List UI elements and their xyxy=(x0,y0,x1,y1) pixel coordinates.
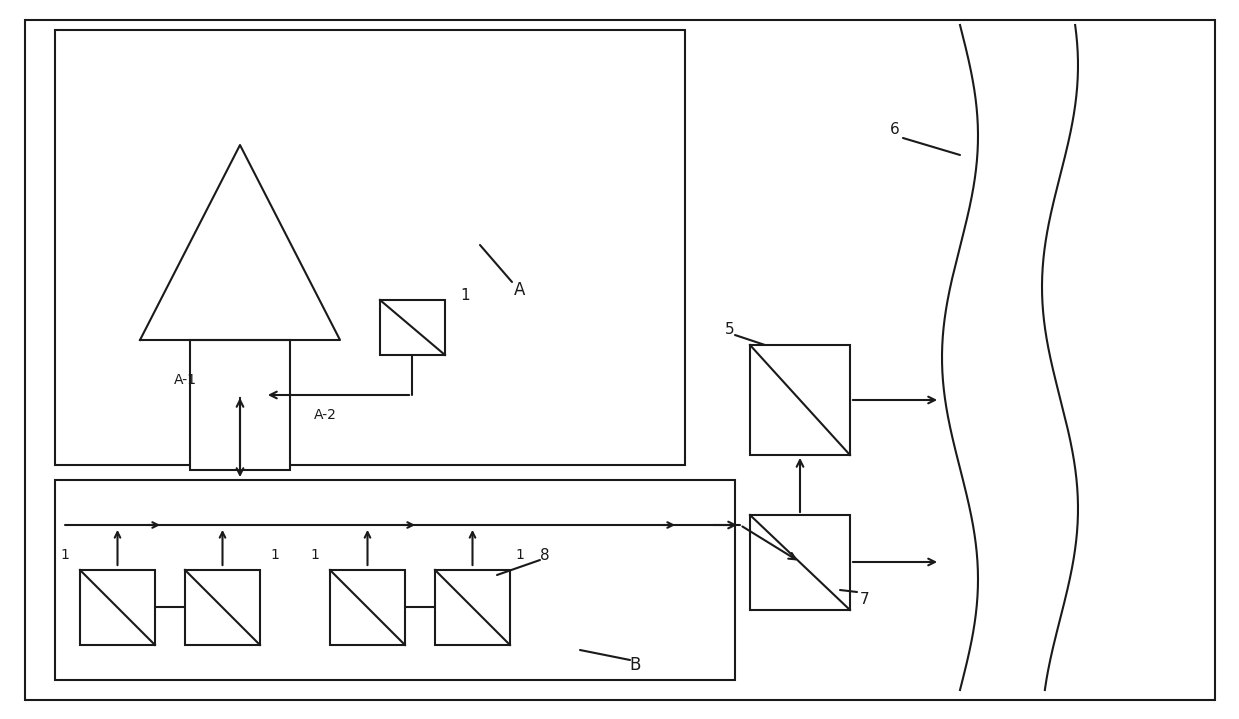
Text: A-2: A-2 xyxy=(313,408,337,422)
Bar xyxy=(330,570,405,645)
Bar xyxy=(380,300,445,355)
Text: 1: 1 xyxy=(270,548,280,562)
Text: 6: 6 xyxy=(890,122,900,137)
Text: 5: 5 xyxy=(725,323,735,337)
Text: A: A xyxy=(514,281,525,299)
Text: A-1: A-1 xyxy=(173,373,197,387)
Bar xyxy=(55,480,735,680)
Bar xyxy=(190,340,290,470)
Bar xyxy=(81,570,155,645)
Text: 1: 1 xyxy=(460,288,470,303)
Text: 1: 1 xyxy=(311,548,320,562)
Text: 1: 1 xyxy=(515,548,524,562)
Bar xyxy=(750,515,850,610)
Text: 1: 1 xyxy=(61,548,69,562)
Bar xyxy=(55,30,685,465)
Text: B: B xyxy=(629,656,641,674)
Bar xyxy=(185,570,260,645)
Text: 7: 7 xyxy=(860,592,870,608)
Bar xyxy=(750,345,850,455)
Bar xyxy=(435,570,510,645)
Text: 8: 8 xyxy=(540,547,550,562)
